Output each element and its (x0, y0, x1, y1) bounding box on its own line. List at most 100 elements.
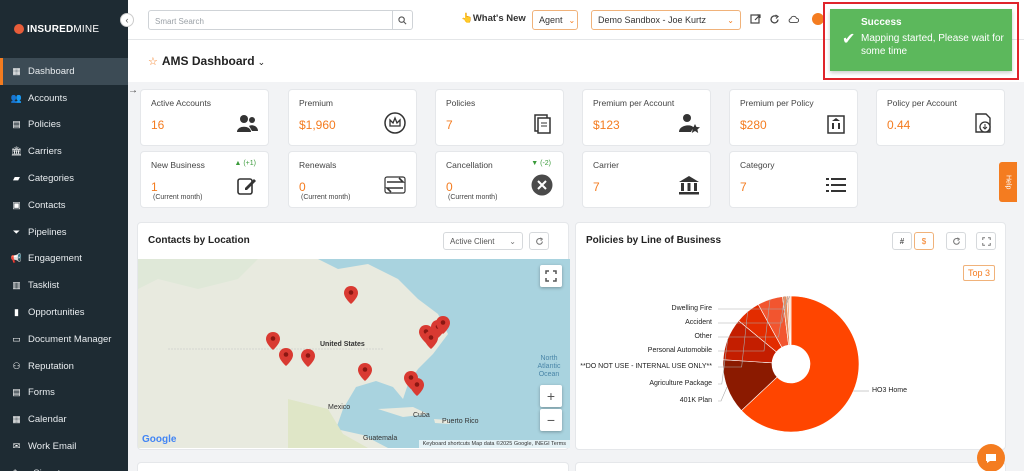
success-toast[interactable]: ✔ Success Mapping started, Please wait f… (830, 9, 1012, 71)
sidebar-item-label: Reputation (28, 360, 74, 372)
mail-icon: ✉ (12, 441, 21, 452)
collapse-sidebar-chevron-left-icon[interactable]: ‹ (120, 13, 134, 27)
top-filter-select[interactable]: Top 3 (962, 265, 995, 281)
location-pin-icon[interactable] (344, 286, 358, 304)
refresh-button[interactable] (946, 232, 966, 250)
client-filter-select[interactable]: Active Client ⌄ (443, 232, 523, 250)
map-label-puerto-rico: Puerto Rico (442, 418, 479, 425)
role-select[interactable]: Agent ⌄ (532, 10, 578, 30)
sidebar-item-carriers[interactable]: 🏛 Carriers (0, 138, 128, 165)
location-pin-icon[interactable] (266, 332, 280, 350)
refresh-button[interactable] (529, 232, 549, 250)
location-pin-icon[interactable] (424, 331, 438, 349)
sidebar-item-label: Work Email (28, 441, 77, 453)
fullscreen-button[interactable] (540, 265, 562, 287)
megaphone-icon: 📢 (10, 253, 23, 264)
refresh-icon (952, 236, 960, 245)
kpi-label: Category (740, 160, 775, 170)
sidebar-item-calendar[interactable]: ▦ Calendar (0, 406, 128, 433)
sidebar-item-policies[interactable]: ▤ Policies (0, 112, 128, 139)
exchange-icon (384, 176, 406, 194)
sidebar: INSURED MINE ▦ Dashboard 👥 Accounts ▤ Policies… (0, 0, 128, 471)
brand-logo[interactable]: INSURED MINE (0, 0, 128, 58)
edit-doc-icon (237, 178, 256, 195)
zoom-in-button[interactable]: + (540, 385, 562, 407)
star-icon[interactable]: ☆ (148, 56, 158, 68)
user-avatar[interactable] (812, 13, 824, 25)
sidebar-item-esignature[interactable]: ✎ eSignature (0, 460, 128, 471)
sidebar-item-label: Categories (28, 173, 74, 185)
zoom-out-button[interactable]: − (540, 409, 562, 431)
sidebar-item-forms[interactable]: ▤ Forms (0, 380, 128, 407)
sidebar-item-engagement[interactable]: 📢 Engagement (0, 246, 128, 273)
count-toggle[interactable]: # (892, 232, 912, 250)
minus-icon: − (546, 412, 556, 428)
arrow-right-icon[interactable]: → (128, 85, 138, 96)
sidebar-item-accounts[interactable]: 👥 Accounts (0, 85, 128, 112)
brand-name-light: MINE (73, 23, 100, 35)
kpi-card-category[interactable]: Category 7 (729, 151, 858, 208)
location-pin-icon[interactable] (410, 378, 424, 396)
search-icon (398, 15, 407, 24)
sidebar-item-tasklist[interactable]: ▥ Tasklist (0, 272, 128, 299)
account-select[interactable]: Demo Sandbox - Joe Kurtz ⌄ (591, 10, 741, 30)
kpi-card-premium-per-account[interactable]: Premium per Account $123 (582, 89, 711, 146)
kpi-card-policy-per-account[interactable]: Policy per Account 0.44 (876, 89, 1005, 146)
whats-new-link[interactable]: 👆What's New (461, 13, 526, 24)
kpi-card-policies[interactable]: Policies 7 (435, 89, 564, 146)
sidebar-item-reputation[interactable]: ⚇ Reputation (0, 353, 128, 380)
sidebar-item-document-manager[interactable]: ▭ Document Manager (0, 326, 128, 353)
sidebar-item-label: Tasklist (28, 280, 60, 292)
dashboard-selector[interactable]: ☆ AMS Dashboard ⌄ (148, 54, 265, 68)
kpi-value: 0 (446, 180, 453, 194)
map-label-united-states: United States (320, 341, 365, 348)
policies-pie-chart (718, 295, 869, 433)
cloud-sync-icon[interactable] (788, 14, 799, 25)
search-input[interactable] (149, 12, 389, 31)
chat-button[interactable] (977, 444, 1005, 471)
users-icon: 👥 (10, 92, 23, 103)
kpi-card-premium-per-policy[interactable]: Premium per Policy $280 (729, 89, 858, 146)
kpi-card-renewals[interactable]: Renewals 0 (Current month) (288, 151, 417, 208)
kpi-card-cancellation[interactable]: Cancellation 0 (Current month) ▼ (-2) (435, 151, 564, 208)
sidebar-item-label: Document Manager (28, 333, 112, 345)
pie-slice-0[interactable] (741, 295, 860, 433)
sidebar-item-label: Engagement (28, 253, 82, 265)
kpi-value: 7 (740, 180, 747, 194)
expand-button[interactable] (976, 232, 996, 250)
bank-icon (679, 176, 699, 195)
pie-leader-line (718, 386, 728, 402)
sidebar-item-work-email[interactable]: ✉ Work Email (0, 433, 128, 460)
list-icon (826, 178, 846, 192)
network-icon: ⚇ (12, 360, 21, 371)
map-attribution[interactable]: Keyboard shortcuts Map data ©2025 Google… (418, 440, 570, 448)
kpi-value: 0 (299, 180, 306, 194)
kpi-label: Policy per Account (887, 98, 957, 108)
kpi-card-carrier[interactable]: Carrier 7 (582, 151, 711, 208)
export-icon[interactable] (750, 14, 761, 25)
sidebar-item-dashboard[interactable]: ▦ Dashboard (0, 58, 128, 85)
location-pin-icon[interactable] (301, 349, 315, 367)
help-tab[interactable]: Help (999, 162, 1017, 202)
pie-leader-line (718, 338, 729, 385)
contacts-map[interactable]: United States Mexico Cuba Puerto Rico Gu… (138, 259, 570, 448)
expand-icon (981, 236, 991, 246)
sidebar-item-opportunities[interactable]: ▮ Opportunities (0, 299, 128, 326)
kpi-card-new-business[interactable]: New Business 1 (Current month) ▲ (+1) (140, 151, 269, 208)
whats-new-label: What's New (472, 13, 526, 24)
document-icon: ▤ (12, 119, 21, 130)
kpi-period: (Current month) (153, 194, 203, 201)
refresh-icon[interactable] (769, 14, 780, 25)
pie-slice-7[interactable] (788, 295, 792, 346)
policies-by-line-panel: Policies by Line of Business # $ Top 3 H… (575, 222, 1006, 450)
sidebar-item-contacts[interactable]: ▣ Contacts (0, 192, 128, 219)
sidebar-item-categories[interactable]: ▰ Categories (0, 165, 128, 192)
sidebar-item-pipelines[interactable]: ⏷ Pipelines (0, 219, 128, 246)
kpi-card-premium[interactable]: Premium $1,960 (288, 89, 417, 146)
location-pin-icon[interactable] (358, 363, 372, 381)
kpi-card-active-accounts[interactable]: Active Accounts 16 (140, 89, 269, 146)
location-pin-icon[interactable] (279, 348, 293, 366)
location-pin-icon[interactable] (436, 316, 450, 334)
amount-toggle[interactable]: $ (914, 232, 934, 250)
search-button[interactable] (392, 11, 412, 29)
